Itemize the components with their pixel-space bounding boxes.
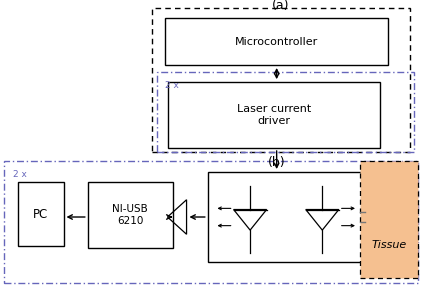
Text: PC: PC — [33, 208, 48, 221]
Text: Microcontroller: Microcontroller — [235, 37, 318, 47]
Bar — [18, 182, 64, 246]
Text: (b): (b) — [268, 156, 285, 169]
Bar — [165, 18, 388, 65]
Bar — [168, 82, 380, 148]
Text: Laser current
driver: Laser current driver — [237, 104, 311, 126]
Text: Tissue: Tissue — [371, 240, 407, 250]
Bar — [4, 161, 418, 283]
Bar — [88, 182, 173, 248]
Bar — [157, 72, 414, 152]
Bar — [152, 8, 410, 152]
Text: NI-USB
6210: NI-USB 6210 — [112, 204, 148, 226]
Bar — [360, 161, 418, 278]
Text: 2 x: 2 x — [13, 170, 27, 179]
Text: 2 x: 2 x — [165, 81, 179, 90]
Bar — [208, 172, 365, 262]
Text: (a): (a) — [272, 0, 290, 12]
